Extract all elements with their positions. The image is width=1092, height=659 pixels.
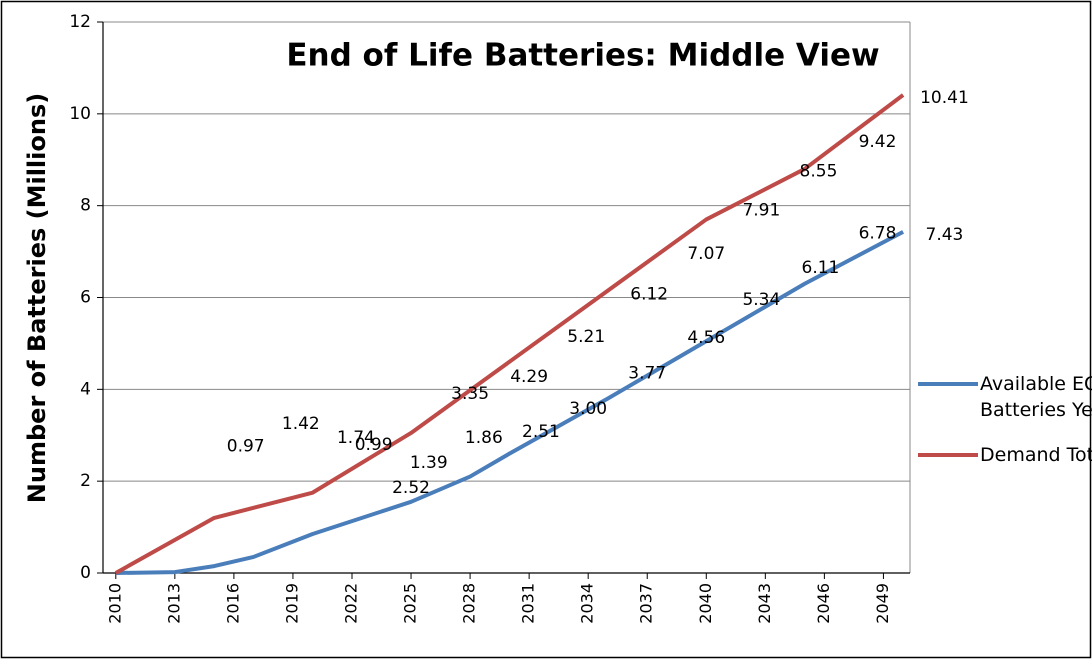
data-label: 9.42 [859, 132, 897, 152]
x-tick-label: 2019 [282, 583, 301, 624]
x-tick-label: 2013 [164, 583, 183, 624]
legend-label: Demand Total [980, 444, 1092, 466]
data-label: 10.41 [920, 88, 969, 108]
chart-title: End of Life Batteries: Middle View [286, 38, 879, 74]
data-label: 4.29 [510, 367, 548, 387]
data-label: 7.43 [926, 225, 964, 245]
data-label: 0.99 [355, 435, 393, 455]
data-label: 6.12 [630, 285, 668, 305]
data-label: 6.78 [859, 224, 897, 244]
data-label: 3.00 [569, 399, 607, 419]
data-label: 2.51 [522, 422, 560, 442]
x-tick-label: 2043 [755, 583, 774, 624]
x-tick-label: 2016 [223, 583, 242, 624]
y-tick-label: 10 [69, 104, 91, 124]
y-tick-label: 8 [80, 196, 91, 216]
data-label: 8.55 [800, 162, 838, 182]
series-line [115, 230, 905, 575]
data-label: 0.97 [227, 437, 265, 457]
x-tick-label: 2034 [578, 583, 597, 624]
data-label: 3.35 [451, 384, 489, 404]
data-label: 1.39 [410, 453, 448, 473]
y-axis-label: Number of Batteries (Millions) [23, 93, 51, 503]
y-tick-label: 2 [80, 471, 91, 491]
x-tick-label: 2022 [341, 583, 360, 624]
data-label: 1.74 [337, 428, 375, 448]
data-label: 2.52 [392, 478, 430, 498]
y-tick-label: 12 [69, 12, 91, 32]
data-label: 3.77 [628, 364, 666, 384]
data-label: 4.56 [687, 328, 725, 348]
x-tick-label: 2010 [105, 583, 124, 624]
y-tick-label: 4 [80, 379, 91, 399]
data-label: 6.11 [802, 258, 840, 278]
y-tick-label: 0 [80, 563, 91, 583]
x-tick-label: 2040 [696, 583, 715, 624]
legend-label: Available EOL Batteries Year [980, 373, 1092, 421]
x-tick-label: 2028 [460, 583, 479, 624]
x-tick-label: 2025 [401, 583, 420, 624]
series-line [114, 93, 905, 575]
x-tick-label: 2037 [637, 583, 656, 624]
x-tick-label: 2046 [814, 583, 833, 624]
data-label: 7.91 [742, 201, 780, 221]
data-label: 1.42 [282, 414, 320, 434]
data-label: 7.07 [687, 244, 725, 264]
x-tick-label: 2031 [519, 583, 538, 624]
y-tick-label: 6 [80, 288, 91, 308]
data-label: 1.86 [465, 428, 503, 448]
data-label: 5.34 [742, 290, 780, 310]
data-label: 5.21 [567, 327, 605, 347]
x-tick-label: 2049 [873, 583, 892, 624]
